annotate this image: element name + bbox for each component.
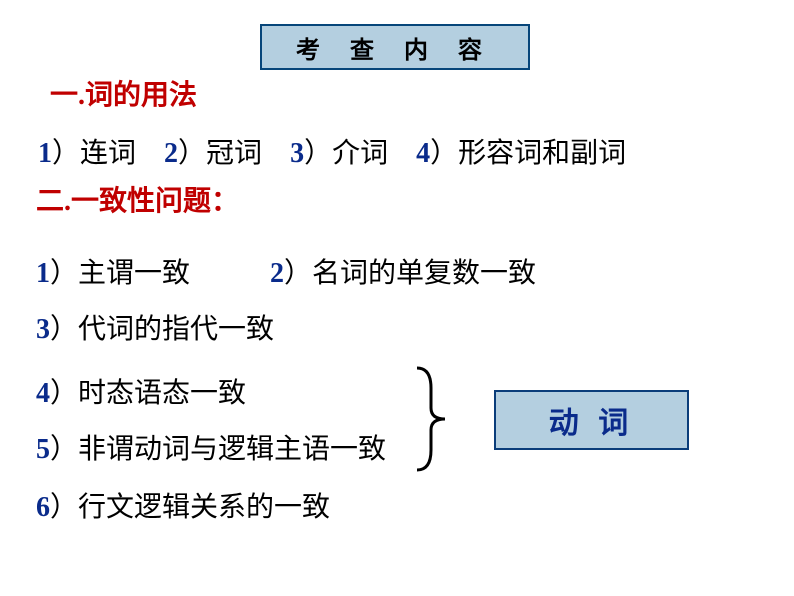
s2-num: 二. xyxy=(36,186,71,217)
s1-i4-text: 形容词和副词 xyxy=(458,138,626,169)
s2-i6-num: 6 xyxy=(36,492,50,523)
verb-label: 动 词 xyxy=(549,398,635,442)
s2-item1: 1）主谓一致 xyxy=(36,254,190,293)
s1-i3-text: 介词 xyxy=(332,138,388,169)
brace-icon xyxy=(411,364,451,474)
s1-i3-num: 3 xyxy=(290,138,304,169)
s2-i1-text: 主谓一致 xyxy=(78,258,190,289)
s2-i6-paren: ） xyxy=(50,492,78,523)
s1-text: 词的用法 xyxy=(85,80,197,111)
s2-i3-paren: ） xyxy=(50,314,78,345)
s2-i2-paren: ） xyxy=(284,258,312,289)
s2-item3: 3）代词的指代一致 xyxy=(36,310,274,349)
s1-i1-paren: ） xyxy=(52,138,80,169)
s1-i2-num: 2 xyxy=(164,138,178,169)
s1-i3-paren: ） xyxy=(304,138,332,169)
s1-i2-paren: ） xyxy=(178,138,206,169)
s2-i4-text: 时态语态一致 xyxy=(78,378,246,409)
section1-heading: 一.词的用法 xyxy=(50,76,197,115)
s2-text: 一致性问题： xyxy=(71,186,239,217)
title-text: 考 查 内 容 xyxy=(296,30,494,65)
s1-i4-num: 4 xyxy=(416,138,430,169)
s1-num: 一. xyxy=(50,80,85,111)
s2-i4-paren: ） xyxy=(50,378,78,409)
s2-i1-paren: ） xyxy=(50,258,78,289)
s2-i2-num: 2 xyxy=(270,258,284,289)
s1-i1-text: 连词 xyxy=(80,138,136,169)
s2-item4: 4）时态语态一致 xyxy=(36,374,246,413)
s2-item6: 6）行文逻辑关系的一致 xyxy=(36,488,330,527)
s2-i5-paren: ） xyxy=(50,434,78,465)
s1-i2-text: 冠词 xyxy=(206,138,262,169)
s2-i2-text: 名词的单复数一致 xyxy=(312,258,536,289)
s2-i5-num: 5 xyxy=(36,434,50,465)
s2-item2: 2）名词的单复数一致 xyxy=(270,254,536,293)
section2-heading: 二.一致性问题： xyxy=(36,182,239,221)
s2-i1-num: 1 xyxy=(36,258,50,289)
s2-i3-num: 3 xyxy=(36,314,50,345)
title-box: 考 查 内 容 xyxy=(260,24,530,70)
section1-items: 1）连词 2）冠词 3）介词 4）形容词和副词 xyxy=(38,134,626,173)
s1-i4-paren: ） xyxy=(430,138,458,169)
s2-i5-text: 非谓动词与逻辑主语一致 xyxy=(78,434,386,465)
s2-item5: 5）非谓动词与逻辑主语一致 xyxy=(36,430,386,469)
s2-i4-num: 4 xyxy=(36,378,50,409)
s1-i1-num: 1 xyxy=(38,138,52,169)
verb-box: 动 词 xyxy=(494,390,689,450)
s2-i3-text: 代词的指代一致 xyxy=(78,314,274,345)
s2-i6-text: 行文逻辑关系的一致 xyxy=(78,492,330,523)
